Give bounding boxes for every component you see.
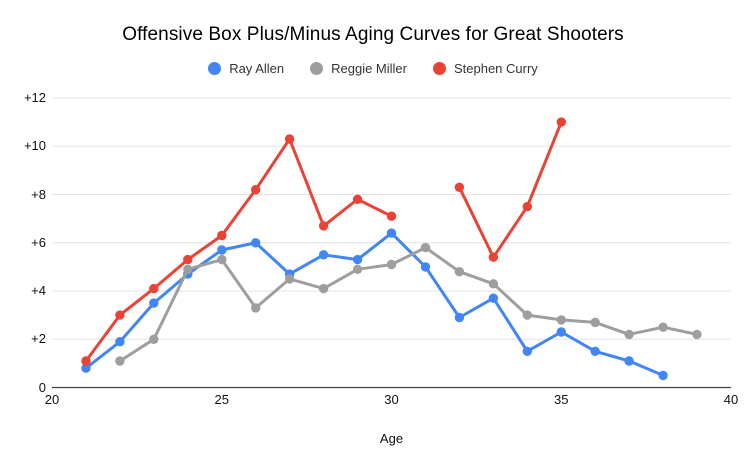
y-axis-tick-label: +12 <box>23 90 46 105</box>
series-line-stephen-curry <box>84 137 393 363</box>
data-point-reggie-miller[interactable] <box>556 315 566 325</box>
data-point-ray-allen[interactable] <box>81 363 91 373</box>
data-point-ray-allen[interactable] <box>217 245 227 255</box>
y-axis-tick-label: +10 <box>23 138 46 154</box>
y-axis-tick-label: 0 <box>38 379 46 395</box>
data-point-stephen-curry[interactable] <box>318 221 329 231</box>
data-point-stephen-curry[interactable] <box>149 283 159 294</box>
data-point-ray-allen[interactable] <box>251 238 261 248</box>
data-point-ray-allen[interactable] <box>556 327 566 337</box>
legend-marker-icon-ray-allen <box>208 62 222 75</box>
data-point-reggie-miller[interactable] <box>658 322 668 332</box>
data-point-ray-allen[interactable] <box>590 346 600 356</box>
data-point-ray-allen[interactable] <box>488 293 499 303</box>
x-axis-tick-label: 30 <box>384 392 399 407</box>
data-point-stephen-curry[interactable] <box>454 182 465 192</box>
data-point-reggie-miller[interactable] <box>217 254 227 265</box>
data-point-ray-allen[interactable] <box>624 356 634 366</box>
data-point-stephen-curry[interactable] <box>115 310 125 320</box>
y-axis-tick-label: +4 <box>31 283 46 298</box>
data-point-reggie-miller[interactable] <box>590 317 600 328</box>
legend-label-stephen-curry: Stephen Curry <box>453 61 538 76</box>
data-point-reggie-miller[interactable] <box>352 264 363 274</box>
x-axis-tick-label: 25 <box>214 392 229 407</box>
data-point-reggie-miller[interactable] <box>115 356 125 366</box>
legend-item-ray-allen[interactable]: Ray Allen <box>208 61 284 76</box>
data-point-stephen-curry[interactable] <box>284 134 295 144</box>
data-point-ray-allen[interactable] <box>420 262 431 272</box>
data-point-stephen-curry[interactable] <box>522 201 532 212</box>
chart-title: Offensive Box Plus/Minus Aging Curves fo… <box>122 24 624 45</box>
data-point-reggie-miller[interactable] <box>454 267 465 277</box>
chart-legend: Ray Allen Reggie Miller Stephen Curry <box>0 61 746 76</box>
x-axis-tick-label: 40 <box>723 392 739 407</box>
data-point-reggie-miller[interactable] <box>488 279 499 289</box>
legend-label-ray-allen: Ray Allen <box>229 61 285 76</box>
data-point-stephen-curry[interactable] <box>217 230 227 241</box>
data-point-stephen-curry[interactable] <box>183 254 193 265</box>
x-axis-tick-label: 20 <box>44 392 60 407</box>
data-point-ray-allen[interactable] <box>658 370 668 381</box>
data-point-reggie-miller[interactable] <box>692 329 702 340</box>
data-point-reggie-miller[interactable] <box>318 283 329 294</box>
data-point-reggie-miller[interactable] <box>149 334 159 344</box>
data-point-ray-allen[interactable] <box>352 254 363 265</box>
data-point-ray-allen[interactable] <box>454 312 465 323</box>
data-point-ray-allen[interactable] <box>386 228 397 238</box>
data-point-ray-allen[interactable] <box>522 346 532 356</box>
legend-label-reggie-miller: Reggie Miller <box>331 61 407 76</box>
data-point-reggie-miller[interactable] <box>284 274 295 284</box>
data-point-stephen-curry[interactable] <box>556 117 566 127</box>
data-point-reggie-miller[interactable] <box>386 259 397 270</box>
data-point-ray-allen[interactable] <box>115 337 125 347</box>
legend-item-reggie-miller[interactable]: Reggie Miller <box>310 61 407 76</box>
x-axis-tick-label: 35 <box>554 392 569 407</box>
y-axis-tick-label: +8 <box>31 186 46 202</box>
series-line-reggie-miller <box>118 246 699 363</box>
series-line-ray-allen <box>84 231 665 377</box>
data-point-reggie-miller[interactable] <box>183 264 193 274</box>
x-axis-title: Age <box>379 431 404 446</box>
data-point-reggie-miller[interactable] <box>251 303 261 313</box>
data-point-stephen-curry[interactable] <box>488 252 499 262</box>
legend-marker-icon-reggie-miller <box>310 62 324 75</box>
data-point-stephen-curry[interactable] <box>81 356 91 366</box>
legend-marker-icon-stephen-curry <box>432 62 446 75</box>
y-axis-tick-label: +6 <box>31 234 46 250</box>
data-point-ray-allen[interactable] <box>318 250 329 260</box>
y-axis-tick-label: +2 <box>31 331 46 347</box>
data-point-reggie-miller[interactable] <box>420 242 431 253</box>
data-point-stephen-curry[interactable] <box>352 194 363 204</box>
series-line-stephen-curry <box>457 120 563 259</box>
data-point-stephen-curry[interactable] <box>386 211 397 221</box>
data-point-stephen-curry[interactable] <box>251 185 261 195</box>
data-point-reggie-miller[interactable] <box>624 329 634 340</box>
data-point-reggie-miller[interactable] <box>522 310 532 320</box>
data-point-ray-allen[interactable] <box>149 298 159 308</box>
legend-item-stephen-curry[interactable]: Stephen Curry <box>432 61 538 76</box>
